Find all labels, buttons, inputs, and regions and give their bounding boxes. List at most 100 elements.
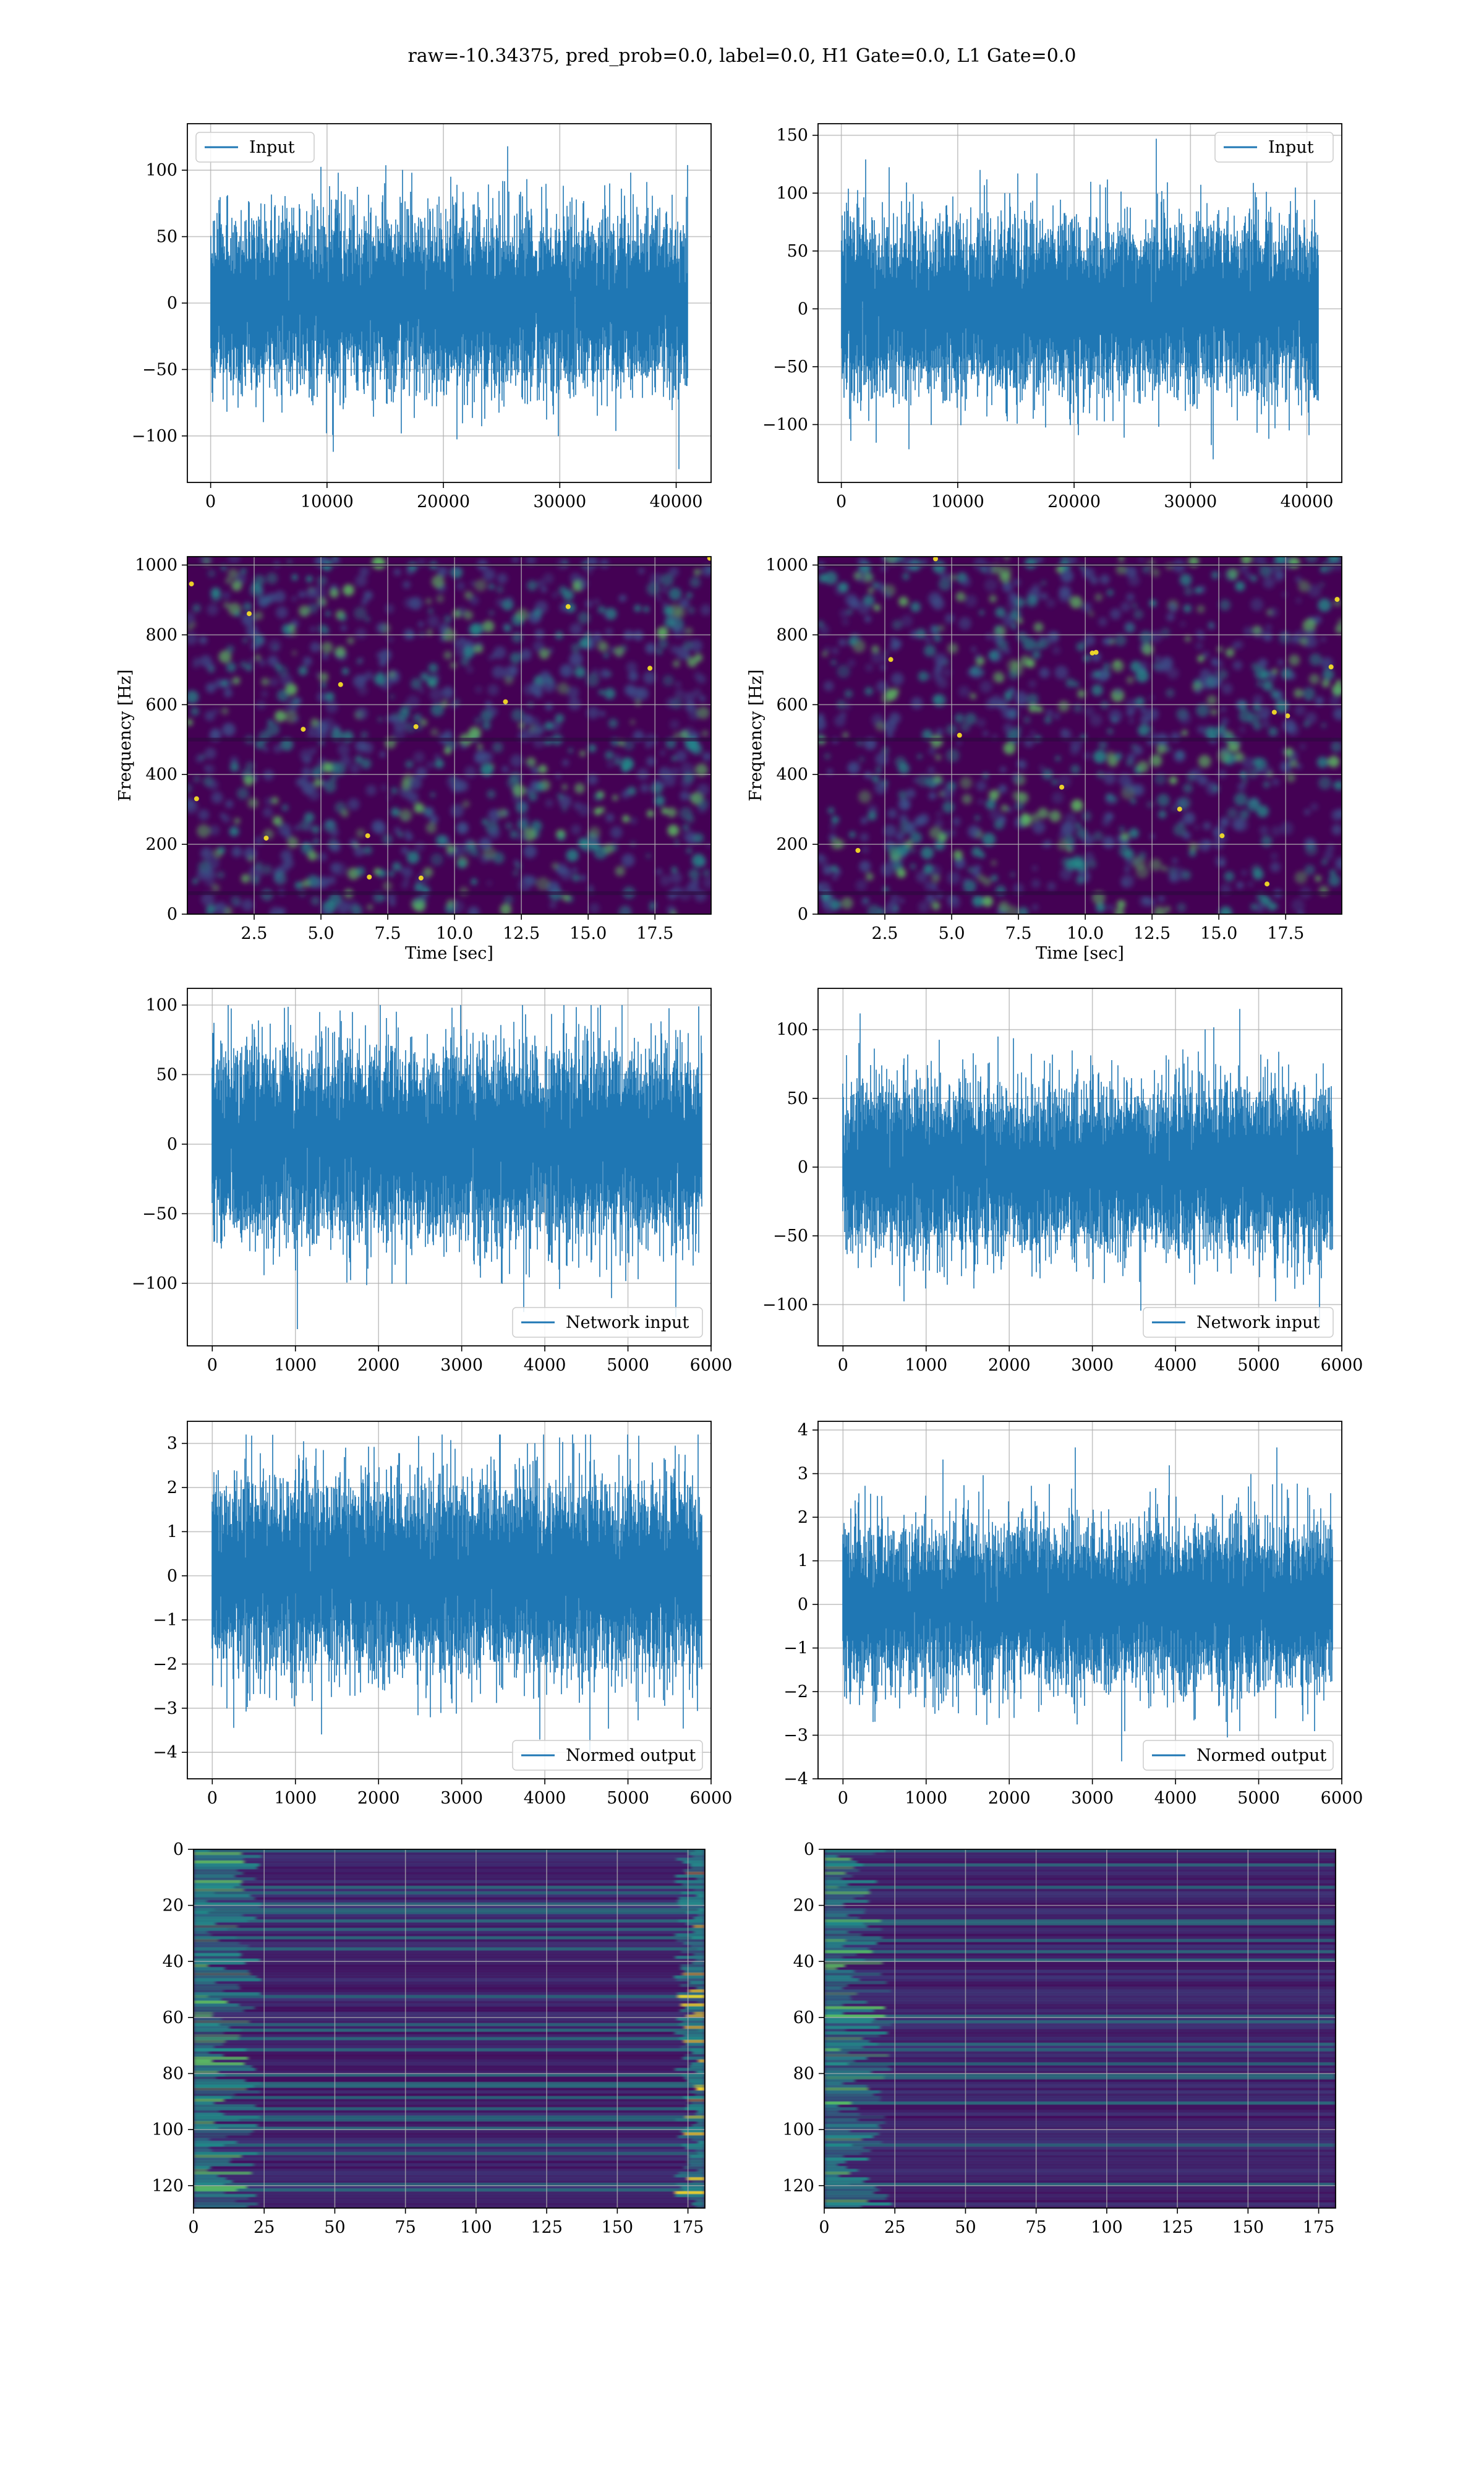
feature-row	[194, 1872, 705, 1875]
spectrogram-cell	[649, 906, 655, 912]
spectrogram-cell	[594, 792, 602, 802]
spectrogram-cell	[571, 824, 581, 835]
spectrogram-cell	[276, 606, 288, 618]
feature-row-edge	[824, 2149, 871, 2152]
feature-row-edge	[824, 1891, 870, 1895]
feature-row	[194, 2172, 705, 2175]
spectrogram-cell	[487, 684, 499, 696]
spectrogram-cell	[861, 897, 870, 907]
spectrogram-cell	[225, 577, 232, 584]
x-tick-label: 125	[531, 2218, 563, 2237]
spectrogram-cell	[263, 747, 269, 752]
spectrogram-cell	[827, 807, 835, 814]
feature-row	[824, 2185, 1336, 2189]
spectrogram-cell	[254, 611, 263, 620]
spectrogram-cell	[1304, 865, 1315, 875]
feature-row-edge	[680, 1984, 705, 1987]
feature-row	[824, 1903, 1336, 1906]
spectrogram-cell	[1015, 801, 1025, 811]
spectrogram-cell	[691, 743, 702, 755]
spectrogram-cell	[313, 778, 323, 787]
spectrogram-cell	[367, 904, 373, 910]
spectrogram-cell	[210, 727, 221, 738]
feature-row-edge	[824, 1975, 852, 1979]
feature-row-edge	[824, 2154, 844, 2158]
feature-row	[824, 1860, 1336, 1864]
spectrogram-cell	[824, 753, 831, 760]
spectrogram-cell	[262, 865, 273, 875]
feature-row-edge	[194, 2124, 258, 2128]
spectrogram-cell	[689, 576, 701, 588]
feature-row-edge	[824, 2196, 887, 2200]
feature-row-edge	[194, 2160, 230, 2164]
feature-row	[194, 1941, 705, 1945]
feature-row	[824, 1947, 1336, 1951]
spectrogram-cell	[187, 612, 195, 624]
feature-row-edge	[194, 2057, 248, 2060]
spectrogram-cell	[939, 571, 947, 580]
feature-row-edge	[194, 1950, 239, 1954]
spectrogram-cell	[697, 784, 710, 796]
feature-row	[194, 2121, 705, 2125]
feature-row	[194, 2115, 705, 2119]
feature-row-edge	[194, 2034, 240, 2038]
spectrogram-cell	[1183, 811, 1195, 824]
chart-spectrogram-h1: 2.5 5.0 7.5 10.0 12.5 15.0 17.5020040060080010…	[116, 556, 712, 963]
spectrogram-cell	[916, 871, 928, 883]
feature-row-edge	[824, 1927, 882, 1931]
y-tick-label: 200	[145, 835, 177, 854]
spectrogram-peak	[338, 682, 343, 687]
spectrogram-cell	[675, 751, 686, 762]
feature-row	[194, 1852, 705, 1856]
spectrogram-cell	[1329, 695, 1341, 707]
spectrogram-cell	[1102, 638, 1109, 644]
feature-row	[194, 2059, 705, 2063]
feature-row-edge	[824, 1908, 866, 1912]
series-line-normed-output	[211, 1434, 702, 1761]
spectrogram-cell	[354, 606, 367, 620]
feature-row	[824, 1950, 1336, 1954]
spectrogram-cell	[1239, 726, 1246, 734]
spectrogram-cell	[607, 761, 613, 768]
spectrogram-cell	[830, 659, 837, 666]
spectrogram-cell	[818, 854, 824, 861]
spectrogram-cell	[1211, 571, 1219, 580]
spectrogram-cell	[663, 606, 674, 616]
feature-row-edge	[194, 2135, 227, 2139]
feature-row-edge	[194, 2163, 254, 2167]
spectrogram-cell	[550, 721, 561, 732]
feature-row-edge	[194, 2118, 239, 2122]
feature-row	[824, 2009, 1336, 2013]
feature-row	[824, 1914, 1336, 1917]
feature-row	[824, 2020, 1336, 2024]
spectrogram-cell	[1310, 803, 1318, 811]
spectrogram-cell	[207, 870, 217, 880]
spectrogram-cell	[279, 863, 289, 873]
spectrogram-cell	[693, 672, 702, 680]
spectrogram-cell	[991, 875, 998, 882]
spectrogram-cell	[1081, 602, 1092, 613]
spectrogram-cell	[932, 560, 945, 573]
spectrogram-cell	[1114, 688, 1122, 696]
feature-row-edge	[194, 2149, 212, 2152]
spectrogram-cell	[464, 766, 477, 778]
spectrogram-cell	[974, 653, 982, 661]
spectrogram-cell	[201, 892, 215, 906]
spectrogram-cell	[460, 742, 467, 750]
spectrogram-cell	[999, 766, 1007, 773]
spectrogram-cell	[680, 762, 694, 776]
feature-row	[824, 1989, 1336, 1993]
spectrogram-cell	[700, 604, 711, 615]
spectrogram-cell	[840, 609, 849, 618]
spectrogram-cell	[605, 750, 614, 760]
spectrogram-peak	[413, 724, 419, 729]
feature-row	[194, 2132, 705, 2136]
feature-row	[824, 2011, 1336, 2015]
spectrogram-cell	[1119, 557, 1125, 561]
feature-row	[194, 2003, 705, 2007]
spectrogram-cell	[941, 787, 954, 799]
feature-row-edge	[824, 1888, 869, 1892]
spectrogram-cell	[1083, 852, 1094, 863]
feature-row	[194, 1992, 705, 1996]
feature-row-edge	[194, 1984, 239, 1987]
